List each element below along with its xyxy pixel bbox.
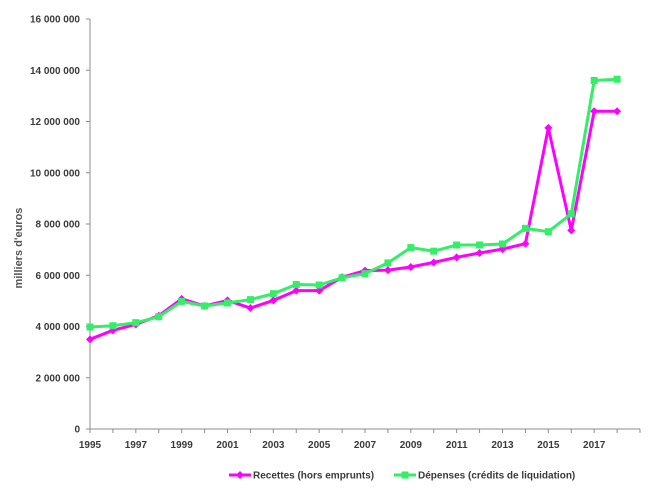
y-tick-label: 2 000 000 bbox=[36, 373, 81, 384]
data-point-depenses bbox=[155, 313, 163, 321]
data-point-depenses bbox=[407, 244, 415, 252]
data-point-depenses bbox=[109, 322, 117, 330]
y-axis-label: milliers d'euros bbox=[13, 208, 25, 289]
data-point-recettes bbox=[590, 107, 599, 116]
x-tick-label: 2007 bbox=[354, 440, 377, 451]
x-tick-label: 1995 bbox=[79, 440, 102, 451]
data-point-depenses bbox=[246, 296, 254, 304]
data-point-depenses bbox=[590, 77, 598, 84]
data-point-depenses bbox=[361, 270, 369, 278]
data-point-recettes bbox=[269, 296, 278, 305]
data-point-depenses bbox=[567, 210, 575, 218]
data-point-depenses bbox=[201, 302, 209, 310]
data-point-recettes bbox=[315, 286, 324, 295]
series-line-depenses bbox=[89, 77, 618, 329]
y-tick-label: 6 000 000 bbox=[36, 271, 81, 282]
y-tick-label: 0 bbox=[74, 425, 80, 436]
legend-label-recettes: Recettes (hors emprunts) bbox=[253, 471, 374, 482]
data-point-depenses bbox=[292, 280, 300, 288]
y-tick-label: 14 000 000 bbox=[30, 66, 80, 77]
series-line-recettes bbox=[89, 109, 618, 341]
data-point-depenses bbox=[613, 75, 621, 83]
x-tick-label: 2011 bbox=[446, 440, 468, 451]
data-point-depenses bbox=[384, 259, 392, 267]
data-point-depenses bbox=[430, 247, 438, 255]
legend-marker-depenses bbox=[401, 471, 409, 479]
x-tick-label: 2009 bbox=[400, 440, 423, 451]
data-point-depenses bbox=[178, 297, 186, 305]
x-axis: 1995 1997 1999 2001 2003 2005 2007 2009 2011 2013… bbox=[79, 428, 641, 451]
y-tick-label: 4 000 000 bbox=[36, 322, 81, 333]
y-tick-label: 10 000 000 bbox=[30, 168, 80, 179]
x-tick-label: 2017 bbox=[583, 440, 606, 451]
x-tick-label: 2003 bbox=[262, 440, 285, 451]
data-point-recettes bbox=[452, 253, 461, 262]
y-axis: 0 2 000 000 4 000 000 6 000 000 8 000 000 10 … bbox=[30, 15, 91, 436]
data-point-depenses bbox=[86, 323, 94, 331]
data-point-recettes bbox=[86, 335, 94, 344]
x-tick-label: 2013 bbox=[491, 440, 514, 451]
data-point-depenses bbox=[315, 281, 323, 289]
data-point-depenses bbox=[269, 290, 277, 298]
data-point-depenses bbox=[499, 240, 506, 248]
x-tick-label: 1997 bbox=[125, 440, 148, 451]
y-tick-label: 12 000 000 bbox=[30, 117, 80, 128]
data-point-recettes bbox=[246, 304, 255, 313]
y-tick-label: 8 000 000 bbox=[36, 220, 81, 231]
data-point-recettes bbox=[406, 263, 415, 272]
legend-marker-recettes bbox=[236, 471, 244, 479]
data-point-depenses bbox=[224, 299, 231, 307]
data-point-recettes bbox=[429, 258, 438, 267]
data-point-depenses bbox=[476, 241, 484, 249]
data-point-depenses bbox=[132, 319, 140, 327]
x-tick-label: 2001 bbox=[216, 440, 239, 451]
data-point-depenses bbox=[544, 228, 552, 236]
x-tick-label: 2015 bbox=[537, 440, 560, 451]
data-point-depenses bbox=[521, 224, 529, 232]
x-tick-label: 1999 bbox=[171, 440, 194, 451]
data-point-recettes bbox=[567, 226, 576, 235]
data-point-recettes bbox=[613, 107, 622, 116]
data-point-recettes bbox=[475, 248, 484, 257]
x-tick-label: 2005 bbox=[308, 440, 331, 451]
series-layer bbox=[86, 75, 622, 344]
legend-label-depenses: Dépenses (crédits de liquidation) bbox=[418, 471, 575, 482]
data-point-depenses bbox=[338, 274, 346, 282]
data-point-recettes bbox=[521, 239, 530, 248]
data-point-depenses bbox=[453, 241, 461, 249]
data-point-recettes bbox=[292, 286, 301, 295]
y-tick-label: 16 000 000 bbox=[30, 15, 80, 26]
data-point-recettes bbox=[544, 123, 553, 132]
legend: Recettes (hors emprunts) Dépenses (crédit… bbox=[229, 471, 575, 482]
data-point-recettes bbox=[383, 266, 392, 275]
